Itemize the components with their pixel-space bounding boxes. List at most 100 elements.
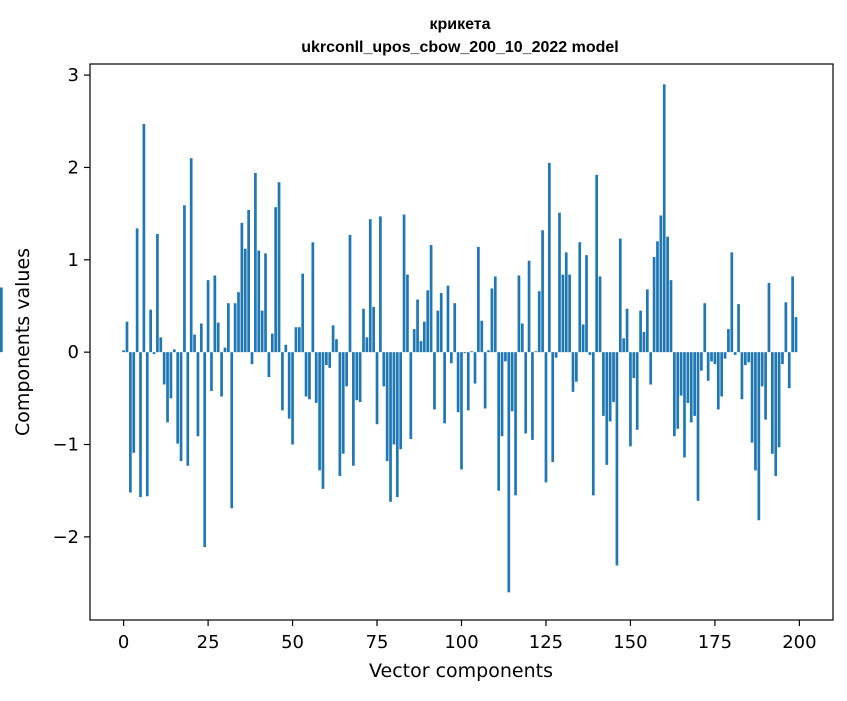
bar-193	[774, 352, 778, 476]
y-tick-label-1: 1	[68, 250, 79, 271]
bar-105	[477, 246, 480, 353]
bar-2	[129, 352, 132, 493]
bar-28	[216, 322, 220, 353]
bar-53	[301, 273, 305, 353]
bar-98	[453, 303, 457, 353]
bar-159	[659, 215, 663, 353]
bar-146	[615, 352, 619, 566]
bar-151	[632, 352, 636, 379]
bar-0	[122, 350, 125, 353]
bar-75	[375, 352, 379, 425]
bar-15	[172, 349, 176, 353]
bar-108	[487, 350, 490, 353]
bar-114	[507, 352, 511, 593]
bar-63	[335, 339, 338, 353]
bar-100	[460, 352, 463, 470]
bar-196	[784, 302, 788, 353]
bar-169	[693, 352, 696, 416]
bar-58	[318, 352, 321, 471]
bar-109	[490, 288, 494, 353]
bar-5	[139, 352, 142, 498]
x-tick-label-50: 50	[281, 632, 304, 653]
bar-157	[652, 257, 656, 353]
bar-156	[649, 352, 653, 385]
y-tick-label-0: 0	[68, 342, 79, 363]
x-tick-label-100: 100	[444, 632, 478, 653]
bar-72	[365, 337, 369, 353]
bar-40	[257, 250, 261, 353]
bar-10	[156, 233, 159, 353]
bar-78	[385, 352, 389, 462]
bar-116	[514, 352, 517, 496]
bar-17	[179, 352, 183, 462]
bar-127	[551, 352, 555, 463]
bar-33	[233, 303, 237, 353]
x-tick-label-75: 75	[366, 632, 389, 653]
bar-68	[352, 352, 355, 466]
bar-11	[159, 337, 163, 353]
bar-31	[227, 303, 230, 353]
bar-79	[389, 352, 392, 502]
x-tick-label-150: 150	[613, 632, 647, 653]
bar-123	[537, 291, 541, 353]
bar-21	[193, 334, 196, 353]
bar-163	[673, 352, 676, 437]
bar-95	[443, 352, 446, 424]
bar-104	[473, 352, 477, 384]
bar-26	[210, 352, 213, 391]
bar-38	[250, 352, 254, 365]
bar-81	[395, 352, 399, 498]
bar-93	[436, 310, 440, 353]
bar-70	[358, 352, 362, 403]
bar-192	[771, 352, 774, 454]
bar-101	[463, 352, 467, 354]
bar-190	[764, 352, 767, 420]
bar-60	[325, 352, 328, 366]
chart-title-line-1: крикета	[429, 16, 490, 33]
bar-143	[605, 352, 609, 465]
bar-87	[416, 299, 419, 353]
bar-23	[199, 323, 203, 353]
x-tick-label-175: 175	[698, 632, 732, 653]
bar-1	[125, 321, 129, 353]
bar-181	[733, 352, 737, 355]
x-tick-label-0: 0	[118, 632, 129, 653]
bar-3	[132, 352, 136, 453]
bar-69	[355, 352, 359, 401]
y-tick-label--2: −2	[52, 527, 79, 548]
bar-59	[321, 352, 325, 489]
bar-140	[595, 174, 598, 353]
bar-178	[723, 352, 727, 359]
bar-174	[710, 352, 713, 362]
bar-43	[267, 352, 271, 378]
bar-35	[240, 222, 244, 353]
bar-34	[237, 292, 240, 353]
bar-153	[639, 310, 642, 353]
bar-29	[220, 352, 223, 397]
bar-184	[743, 352, 747, 366]
bar-47	[281, 352, 284, 411]
bar-113	[504, 352, 507, 362]
bar-22	[196, 352, 200, 437]
bar-115	[510, 352, 514, 412]
bar-126	[548, 162, 551, 353]
bar-166	[683, 352, 686, 458]
bar-137	[585, 255, 588, 353]
bar-198	[791, 276, 794, 353]
y-axis-label: Components values	[12, 248, 34, 436]
bar-131	[564, 252, 568, 353]
bar-30	[223, 347, 227, 353]
bar-71	[362, 308, 365, 353]
bar-91	[429, 245, 433, 353]
bar-46	[277, 182, 281, 353]
bar-129	[558, 212, 561, 353]
bar-83	[402, 214, 406, 353]
bar-9	[152, 352, 156, 355]
bar-99	[456, 352, 460, 413]
bar-139	[591, 352, 595, 496]
bar-20	[189, 158, 193, 353]
bar-124	[541, 230, 544, 353]
x-tick-label-125: 125	[529, 632, 563, 653]
